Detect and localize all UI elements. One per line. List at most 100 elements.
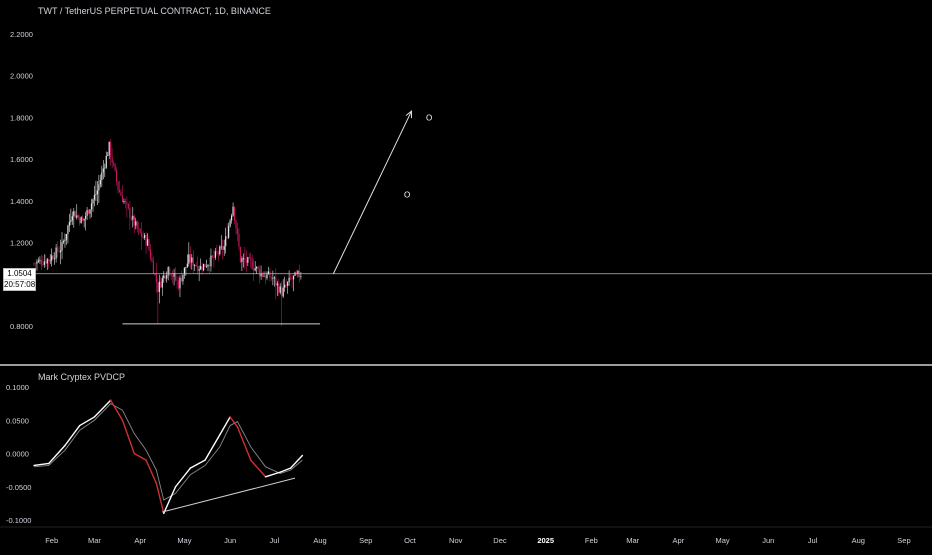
candle-body bbox=[74, 211, 76, 218]
candle-body bbox=[120, 192, 122, 196]
candle-body bbox=[282, 287, 284, 297]
indicator-main-line-segment bbox=[93, 399, 112, 418]
time-axis-tick-label: May bbox=[716, 536, 730, 545]
candle-body bbox=[160, 281, 162, 288]
candle-body bbox=[200, 266, 202, 270]
candle-body bbox=[85, 215, 87, 219]
candle-body bbox=[65, 233, 68, 240]
time-axis-tick-label: Apr bbox=[673, 536, 685, 545]
candle-body bbox=[266, 274, 268, 279]
candle-body bbox=[191, 257, 193, 263]
candle-body bbox=[59, 250, 62, 252]
candle-body bbox=[61, 242, 63, 251]
candle-body bbox=[179, 277, 181, 289]
candle-body bbox=[295, 272, 298, 274]
candle-body bbox=[300, 276, 302, 277]
candle-body bbox=[205, 266, 208, 268]
candle-body bbox=[235, 220, 237, 229]
candle-body bbox=[192, 257, 194, 266]
candle-body bbox=[141, 232, 143, 237]
candle-body bbox=[292, 275, 295, 280]
candle-body bbox=[49, 260, 51, 262]
time-axis-tick-label: Mar bbox=[626, 536, 639, 545]
indicator-main-line-segment bbox=[204, 434, 221, 461]
chart-title: TWT / TetherUS PERPETUAL CONTRACT, 1D, B… bbox=[38, 6, 271, 16]
candle-body bbox=[217, 252, 219, 255]
candle-body bbox=[45, 261, 47, 264]
candle-body bbox=[95, 193, 97, 195]
candle-body bbox=[287, 282, 289, 286]
candle-body bbox=[297, 270, 299, 274]
candle-body bbox=[294, 272, 296, 276]
candle-body bbox=[124, 201, 127, 203]
time-axis-tick-label: 2025 bbox=[537, 536, 554, 545]
candle-body bbox=[98, 184, 100, 191]
candle-body bbox=[148, 239, 150, 250]
candle-body bbox=[182, 274, 184, 282]
candle-body bbox=[111, 156, 113, 163]
candle-body bbox=[285, 284, 287, 286]
candle-body bbox=[93, 194, 96, 200]
candle-body bbox=[82, 217, 84, 221]
candle-body bbox=[146, 239, 149, 246]
candle-body bbox=[87, 210, 90, 214]
candle-body bbox=[201, 266, 203, 271]
indicator-signal-line bbox=[33, 403, 303, 501]
price-axis-tick-label: 2.2000 bbox=[10, 30, 33, 39]
candle-body bbox=[143, 235, 146, 238]
candle-body bbox=[251, 260, 253, 270]
time-axis-tick-label: Jul bbox=[270, 536, 280, 545]
candle-body bbox=[48, 259, 50, 261]
candle-body bbox=[123, 201, 125, 203]
candle-body bbox=[248, 257, 250, 259]
candle-body bbox=[216, 251, 218, 253]
indicator-axis-tick-label: -0.1000 bbox=[6, 516, 31, 525]
candle-body bbox=[170, 274, 172, 277]
candle-body bbox=[238, 234, 240, 248]
bar-countdown: 20:57:08 bbox=[4, 279, 36, 289]
candle-body bbox=[291, 278, 293, 280]
candle-body bbox=[52, 255, 54, 259]
candle-body bbox=[127, 203, 129, 209]
indicator-main-line-segment bbox=[236, 426, 252, 461]
candle-body bbox=[136, 221, 138, 229]
candle-body bbox=[142, 236, 144, 238]
candle-body bbox=[64, 239, 66, 242]
price-axis-tick-label: 0.8000 bbox=[10, 322, 33, 331]
candle-body bbox=[68, 221, 70, 226]
indicator-main-line-segment bbox=[163, 486, 177, 515]
candle-body bbox=[173, 273, 175, 277]
candle-body bbox=[108, 141, 110, 156]
candle-body bbox=[155, 274, 157, 283]
candle-body bbox=[273, 277, 275, 279]
candle-body bbox=[92, 199, 94, 204]
candle-body bbox=[188, 254, 190, 264]
candle-body bbox=[40, 259, 42, 265]
indicator-title: Mark Cryptex PVDCP bbox=[38, 372, 126, 382]
candle-body bbox=[138, 228, 140, 230]
candle-body bbox=[118, 190, 121, 193]
candle-body bbox=[233, 206, 236, 221]
candle-body bbox=[55, 247, 57, 259]
candle-body bbox=[259, 269, 261, 277]
candle-body bbox=[186, 263, 188, 268]
candle-body bbox=[167, 267, 169, 276]
candle-body bbox=[229, 220, 231, 227]
candle-body bbox=[129, 208, 131, 219]
indicator-main-line-segment bbox=[48, 444, 66, 465]
candle-body bbox=[90, 203, 93, 210]
candle-body bbox=[139, 228, 141, 233]
current-price: 1.0504 bbox=[7, 269, 32, 278]
indicator-main-line-segment bbox=[64, 424, 81, 447]
candle-body bbox=[33, 263, 35, 265]
candle-body bbox=[151, 258, 153, 262]
candle-body bbox=[70, 220, 72, 222]
candle-body bbox=[197, 265, 199, 271]
candle-body bbox=[198, 269, 200, 271]
candle-body bbox=[169, 267, 171, 275]
candle-body bbox=[180, 277, 183, 282]
candle-body bbox=[208, 264, 211, 267]
time-axis-tick-label: Aug bbox=[852, 536, 865, 545]
